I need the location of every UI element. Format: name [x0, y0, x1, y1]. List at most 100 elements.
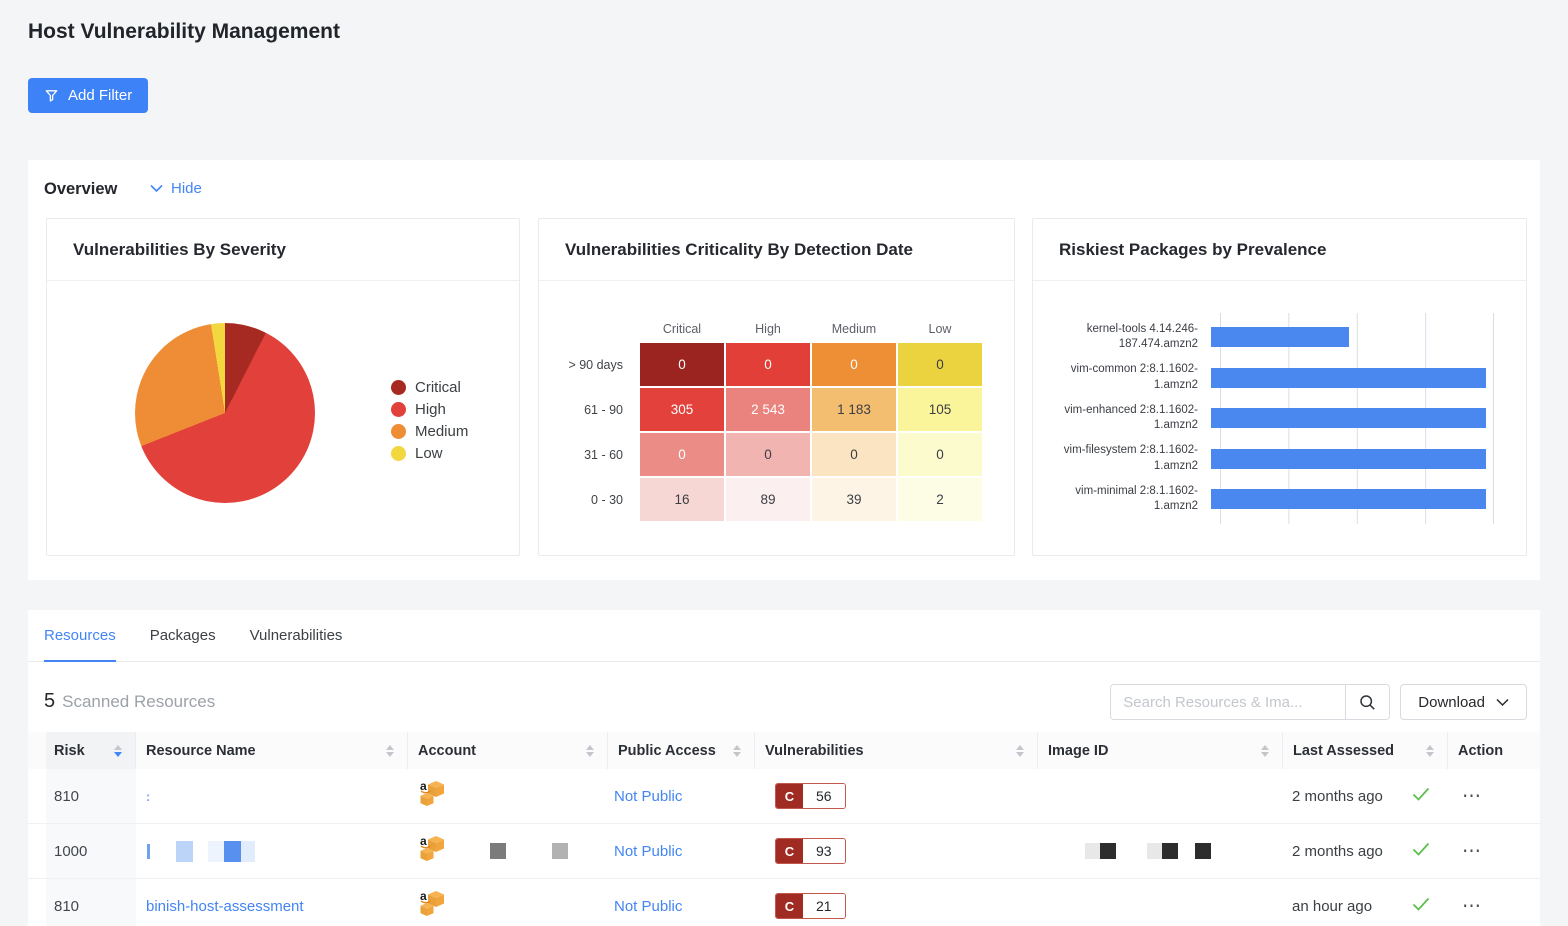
- sort-icon[interactable]: [114, 745, 122, 757]
- bar: [1211, 408, 1486, 428]
- chevron-down-icon: [1496, 698, 1509, 707]
- legend-item-high: High: [391, 401, 468, 418]
- search-button[interactable]: [1345, 685, 1389, 719]
- column-header-action: Action: [1448, 732, 1540, 769]
- column-header-resource-name[interactable]: Resource Name: [136, 732, 408, 769]
- heatmap-cell: 0: [812, 343, 896, 386]
- host-vulnerability-management-page: Host Vulnerability Management Add Filter…: [0, 0, 1568, 926]
- scanned-check-icon: [1412, 897, 1430, 915]
- tab-bar: Resources Packages Vulnerabilities: [28, 610, 1540, 662]
- heatmap-cell: 0: [726, 433, 810, 476]
- overview-panel: Overview Hide Vulnerabilities By Severit…: [28, 160, 1540, 580]
- heatmap-col-header: Critical: [640, 313, 724, 341]
- heatmap-cell: 0: [726, 343, 810, 386]
- heatmap-cell: 305: [640, 388, 724, 431]
- filter-funnel-icon: [44, 88, 59, 103]
- download-button[interactable]: Download: [1400, 684, 1527, 720]
- vulnerability-count: 56: [803, 784, 845, 808]
- action-cell: ⋯: [1448, 879, 1540, 926]
- resource-count-label: Scanned Resources: [62, 692, 215, 711]
- bar-row: vim-common 2:8.1.1602-1.amzn2: [1033, 358, 1494, 399]
- heatmap-cell: 39: [812, 478, 896, 521]
- bar-row: kernel-tools 4.14.246-187.474.amzn2: [1033, 317, 1494, 358]
- severity-card: Vulnerabilities By Severity Critical Hig…: [46, 218, 520, 556]
- legend-swatch-critical: [391, 380, 406, 395]
- vulnerabilities-cell: C 56: [755, 769, 1038, 823]
- search-group: [1110, 684, 1390, 720]
- tab-packages[interactable]: Packages: [150, 610, 216, 661]
- row-actions-button[interactable]: ⋯: [1462, 897, 1482, 916]
- image-id-cell: [1038, 879, 1283, 926]
- heatmap-row-label: 0 - 30: [550, 478, 638, 521]
- sort-icon[interactable]: [733, 745, 741, 757]
- last-assessed-cell: 2 months ago: [1283, 824, 1448, 878]
- hide-overview-link[interactable]: Hide: [150, 180, 202, 197]
- heatmap-row-label: 61 - 90: [550, 388, 638, 431]
- resource-name-cell: :: [136, 769, 408, 823]
- column-header-risk[interactable]: Risk: [46, 732, 136, 769]
- heatmap-cell: 0: [812, 433, 896, 476]
- resource-name-cell: [136, 824, 408, 878]
- table-row: 810 : a Not Public: [28, 769, 1540, 824]
- tab-resources[interactable]: Resources: [44, 610, 116, 661]
- column-header-account[interactable]: Account: [408, 732, 608, 769]
- image-id-cell: [1038, 769, 1283, 823]
- hide-label: Hide: [171, 180, 202, 197]
- resource-count: 5: [44, 690, 55, 712]
- heatmap-cell: 0: [640, 343, 724, 386]
- svg-text:a: a: [420, 779, 427, 793]
- aws-account-icon: a: [420, 834, 446, 869]
- column-header-vulnerabilities[interactable]: Vulnerabilities: [755, 732, 1038, 769]
- packages-bar-chart: kernel-tools 4.14.246-187.474.amzn2 vim-…: [1033, 317, 1494, 520]
- search-input[interactable]: [1111, 685, 1345, 719]
- sort-icon[interactable]: [1261, 745, 1269, 757]
- severity-letter: C: [776, 784, 803, 808]
- criticality-heatmap: Critical High Medium Low > 90 days 0 0 0…: [550, 313, 982, 521]
- table-header-row: Risk Resource Name Account Public Access…: [28, 732, 1540, 769]
- bar-row: vim-minimal 2:8.1.1602-1.amzn2: [1033, 479, 1494, 520]
- resources-table: Risk Resource Name Account Public Access…: [28, 732, 1540, 926]
- legend-swatch-high: [391, 402, 406, 417]
- column-header-last-assessed[interactable]: Last Assessed: [1283, 732, 1448, 769]
- redacted-text-block: [1100, 843, 1116, 859]
- severity-card-title: Vulnerabilities By Severity: [47, 219, 519, 281]
- scanned-check-icon: [1412, 787, 1430, 805]
- public-access-link[interactable]: Not Public: [614, 788, 682, 805]
- criticality-card-title: Vulnerabilities Criticality By Detection…: [539, 219, 1014, 281]
- sort-icon[interactable]: [586, 745, 594, 757]
- heatmap-col-header: Low: [898, 313, 982, 341]
- row-actions-button[interactable]: ⋯: [1462, 842, 1482, 861]
- svg-text:a: a: [420, 889, 427, 903]
- risk-cell: 1000: [46, 824, 136, 878]
- account-cell: a: [408, 824, 608, 878]
- redacted-text-block: [1085, 843, 1100, 859]
- redacted-text-block: [490, 843, 506, 859]
- severity-letter: C: [776, 894, 803, 918]
- vulnerability-badge[interactable]: C 93: [775, 838, 846, 864]
- public-access-cell: Not Public: [608, 824, 755, 878]
- packages-card: Riskiest Packages by Prevalence kernel-t…: [1032, 218, 1527, 556]
- redacted-text-block: [147, 844, 150, 859]
- legend-item-low: Low: [391, 445, 468, 462]
- add-filter-button[interactable]: Add Filter: [28, 78, 148, 113]
- criticality-card: Vulnerabilities Criticality By Detection…: [538, 218, 1015, 556]
- resource-name-link[interactable]: binish-host-assessment: [146, 898, 304, 915]
- tab-vulnerabilities[interactable]: Vulnerabilities: [250, 610, 343, 661]
- row-actions-button[interactable]: ⋯: [1462, 787, 1482, 806]
- sort-icon[interactable]: [1016, 745, 1024, 757]
- redacted-text-block: [208, 841, 224, 862]
- bar: [1211, 489, 1486, 509]
- heatmap-col-header: Medium: [812, 313, 896, 341]
- vulnerability-badge[interactable]: C 21: [775, 893, 846, 919]
- resource-name-cell: binish-host-assessment: [136, 879, 408, 926]
- resources-panel: Resources Packages Vulnerabilities 5 Scan…: [28, 610, 1540, 926]
- public-access-link[interactable]: Not Public: [614, 843, 682, 860]
- sort-icon[interactable]: [386, 745, 394, 757]
- public-access-link[interactable]: Not Public: [614, 898, 682, 915]
- scanned-check-icon: [1412, 842, 1430, 860]
- column-header-public-access[interactable]: Public Access: [608, 732, 755, 769]
- column-header-image-id[interactable]: Image ID: [1038, 732, 1283, 769]
- sort-icon[interactable]: [1426, 745, 1434, 757]
- vulnerability-badge[interactable]: C 56: [775, 783, 846, 809]
- redacted-text-block: [1162, 843, 1178, 859]
